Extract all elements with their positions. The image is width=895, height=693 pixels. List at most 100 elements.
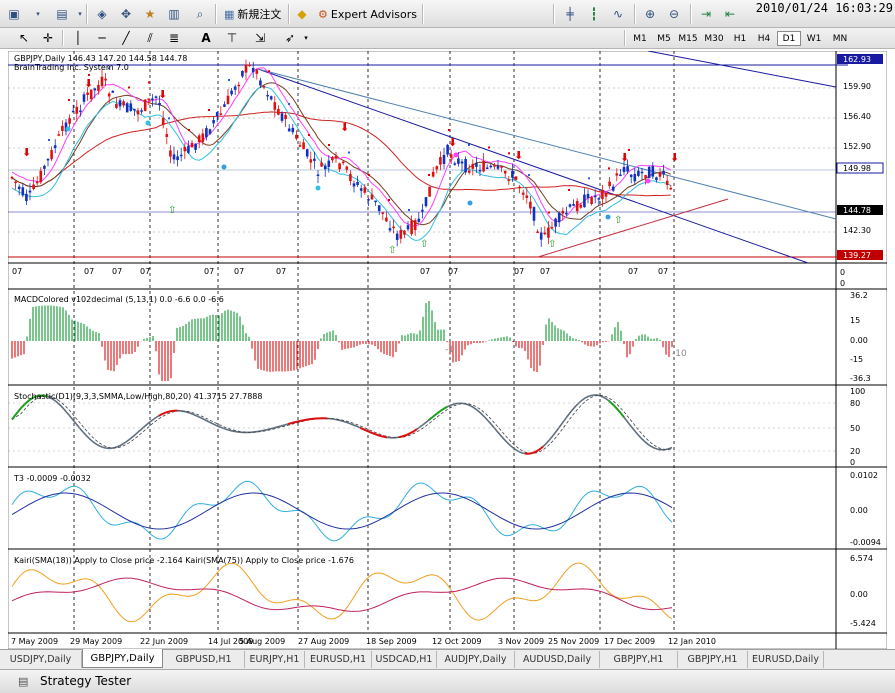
svg-text:⇧: ⇧ (548, 239, 556, 250)
uptrend-line[interactable] (537, 198, 729, 258)
shapes-icon[interactable]: ➶ (284, 31, 296, 45)
day-label: 07 (84, 267, 94, 276)
timeframe-m15[interactable]: M15 (678, 33, 698, 44)
kairi-scale-label: 6.574 (850, 554, 873, 563)
macd-inline-label: -1 (445, 345, 454, 355)
trendline-icon[interactable]: ╱ (122, 31, 130, 45)
date-axis-label: 12 Oct 2009 (432, 637, 481, 646)
warning-icon[interactable]: ◆ (297, 7, 307, 21)
chart-tab[interactable]: GBPUSD,H1 (163, 651, 245, 668)
data-window-icon[interactable]: ✥ (120, 7, 132, 21)
arrows-icon[interactable]: ⇲ (254, 31, 266, 45)
timeframe-mn[interactable]: MN (832, 33, 848, 44)
chart-tab[interactable]: GBPJPY,H1 (600, 651, 678, 668)
ma-pink-line (11, 67, 671, 227)
timeframe-m5[interactable]: M5 (657, 33, 671, 44)
zoom-out-icon[interactable]: ⊖ (668, 7, 680, 21)
chart-tab[interactable]: AUDUSD,Daily (515, 651, 600, 668)
label-icon[interactable]: ⊤ (226, 31, 238, 45)
day-label: 07 (140, 267, 150, 276)
dropdown-icon[interactable]: ▾ (78, 10, 82, 18)
terminal-icon[interactable]: ▥ (168, 7, 180, 21)
svg-text:0: 0 (840, 268, 845, 277)
timeframe-h1[interactable]: H1 (733, 33, 747, 44)
candlesticks (10, 59, 673, 247)
ma-long-line (11, 111, 671, 197)
t3-scale-label: 0.00 (850, 506, 868, 515)
channel-top-line[interactable] (647, 51, 837, 88)
channel-icon[interactable]: ⫽ (147, 30, 153, 45)
dropdown-icon[interactable]: ▾ (304, 34, 308, 42)
date-axis-label: 22 Jun 2009 (140, 637, 188, 646)
chart-tab[interactable]: USDCAD,H1 (372, 651, 437, 668)
main-toolbar: ▣ ▾ ▤ ▾ ◈ ✥ ★ ▥ ⌕ ▦ 新規注文 ◆ ⚙ Expert Adviso… (0, 0, 895, 28)
horizontal-line-icon[interactable]: ─ (98, 31, 106, 45)
chart-tab[interactable]: EURUSD,Daily (748, 651, 824, 668)
svg-text:⬇: ⬇ (620, 151, 629, 164)
chart-tab[interactable]: EURJPY,H1 (245, 651, 305, 668)
fibonacci-icon[interactable]: ≣ (168, 31, 180, 45)
chart-canvas[interactable]: ⬇ ⬇ ⬇ ⬇ ⬇ ⬇ ⬇ ⬇ ⇧ ⇧ ⇧ ⇧ ⇧ GBPJPY,Daily 146.43 147.20… (8, 51, 887, 649)
new-chart-icon[interactable]: ▣ (8, 7, 20, 21)
t3-header: T3 -0.0009 -0.0032 (13, 474, 91, 483)
price-label: 156.40 (843, 112, 871, 121)
date-axis-label: 12 Jan 2010 (668, 637, 716, 646)
drawing-toolbar: ↖ ✛ │ ─ ╱ ⫽ ≣ A ⊤ ⇲ ➶ ▾ M1 M5 M15 M30 H1 H4 D1… (0, 28, 895, 49)
auto-scroll-icon[interactable]: ⇥ (700, 7, 712, 21)
date-axis-label: 14 Jul 2009 (208, 637, 253, 646)
crosshair-icon[interactable]: ✛ (42, 31, 54, 45)
candlestick-icon[interactable]: ┇ (590, 7, 598, 21)
line-chart-icon[interactable]: ∿ (612, 7, 624, 21)
day-label: 07 (628, 267, 638, 276)
chart-shift-icon[interactable]: ⇤ (724, 7, 736, 21)
svg-text:⬇: ⬇ (514, 149, 523, 162)
dropdown-icon[interactable]: ▾ (36, 10, 40, 18)
zoom-in-icon[interactable]: ⊕ (644, 7, 656, 21)
date-axis-label: 7 May 2009 (11, 637, 58, 646)
day-label: 07 (540, 267, 550, 276)
chart-tab[interactable]: AUDJPY,Daily (437, 651, 515, 668)
timeframe-m30[interactable]: M30 (704, 33, 724, 44)
expert-advisors-button[interactable]: ⚙ Expert Advisors (314, 4, 421, 24)
text-icon[interactable]: A (201, 31, 211, 45)
svg-text:⬇: ⬇ (22, 146, 31, 159)
svg-text:⇧: ⇧ (388, 245, 396, 256)
day-label: 07 (12, 267, 22, 276)
stoch-scale-label: 100 (850, 387, 865, 396)
price-label: 144.78 (843, 206, 871, 215)
channel-upper-line[interactable] (257, 68, 837, 220)
navigator-icon[interactable]: ★ (144, 7, 156, 21)
price-label: 149.98 (843, 164, 871, 173)
vertical-line-icon[interactable]: │ (74, 31, 82, 45)
timeframe-w1[interactable]: W1 (806, 33, 822, 44)
chart-tab[interactable]: GBPJPY,Daily (82, 649, 163, 668)
channel-lower-line[interactable] (257, 68, 809, 264)
svg-text:⇧: ⇧ (614, 215, 622, 226)
chart-tab[interactable]: GBPJPY,H1 (678, 651, 748, 668)
strategy-tester-label[interactable]: Strategy Tester (40, 674, 132, 688)
new-order-label: 新規注文 (237, 8, 282, 21)
timeframe-d1[interactable]: D1 (777, 31, 801, 46)
stoch-scale-label: 50 (850, 424, 860, 433)
market-watch-icon[interactable]: ◈ (97, 7, 107, 21)
stoch-scale-label: 80 (850, 399, 860, 408)
timeframe-h4[interactable]: H4 (757, 33, 771, 44)
strategy-tester-icon[interactable]: ⌕ (196, 6, 204, 21)
strategy-tester-icon[interactable]: ▤ (18, 675, 29, 688)
new-order-button[interactable]: ▦ 新規注文 (220, 4, 285, 24)
clock: 2010/01/24 16:03:29 (755, 1, 893, 15)
day-label: 07 (234, 267, 244, 276)
day-label: 07 (514, 267, 524, 276)
date-axis-label: 5 Aug 2009 (239, 637, 285, 646)
chart-tab[interactable]: USDJPY,Daily (0, 651, 82, 668)
kairi-18-line (11, 562, 673, 623)
day-label: 07 (658, 267, 668, 276)
svg-text:⇧: ⇧ (420, 239, 428, 250)
profiles-icon[interactable]: ▤ (56, 7, 68, 21)
t3-scale-label: -0.0094 (850, 538, 881, 547)
cursor-icon[interactable]: ↖ (18, 31, 30, 45)
t3-scale-label: 0.0102 (850, 471, 878, 480)
chart-tab[interactable]: EURUSD,H1 (305, 651, 372, 668)
timeframe-m1[interactable]: M1 (633, 33, 647, 44)
bar-chart-icon[interactable]: ╪ (566, 7, 574, 21)
